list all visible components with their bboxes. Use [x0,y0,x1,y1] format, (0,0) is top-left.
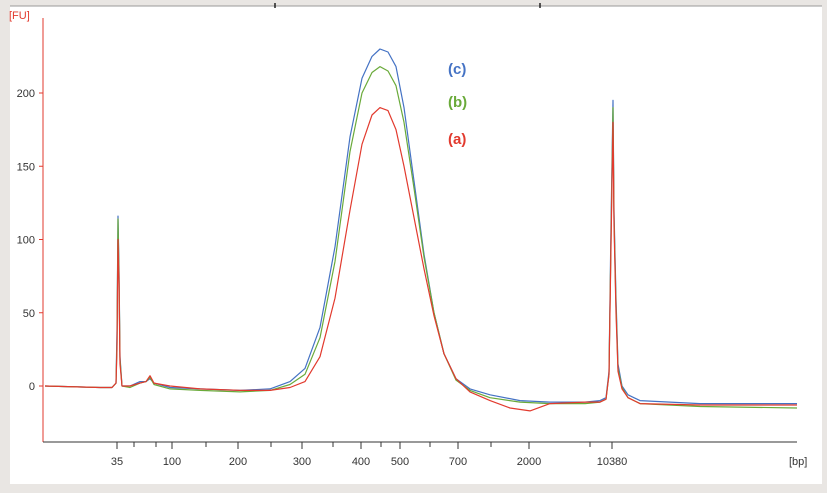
y-ticks: 0 50 100 150 200 [17,88,43,393]
series-lines [44,48,798,412]
top-marks [274,3,541,8]
x-tick-label: 500 [391,456,409,468]
x-tick-label: 100 [163,456,181,468]
y-tick-label: 200 [17,88,35,100]
x-tick-label: 200 [229,456,247,468]
x-unit-label: [bp] [789,456,807,468]
x-ticks: 35 100 200 300 400 500 700 2000 10380 [111,442,627,468]
y-unit-label: [FU] [9,10,30,22]
series-line-a [44,107,797,412]
y-tick-label: 150 [17,161,35,173]
chart-background [10,6,822,484]
x-tick-label: 35 [111,456,123,468]
y-tick-label: 0 [29,381,35,393]
y-tick-label: 50 [23,308,35,320]
legend-label-c: (c) [448,61,466,78]
x-tick-label: 700 [449,456,467,468]
x-tick-label: 300 [293,456,311,468]
x-tick-label: 400 [352,456,370,468]
legend-label-b: (b) [448,94,467,111]
y-tick-label: 100 [17,235,35,247]
legend: (c) (b) (a) [448,61,467,148]
x-tick-label: 2000 [517,456,541,468]
legend-label-a: (a) [448,131,466,148]
x-tick-label: 10380 [597,456,628,468]
